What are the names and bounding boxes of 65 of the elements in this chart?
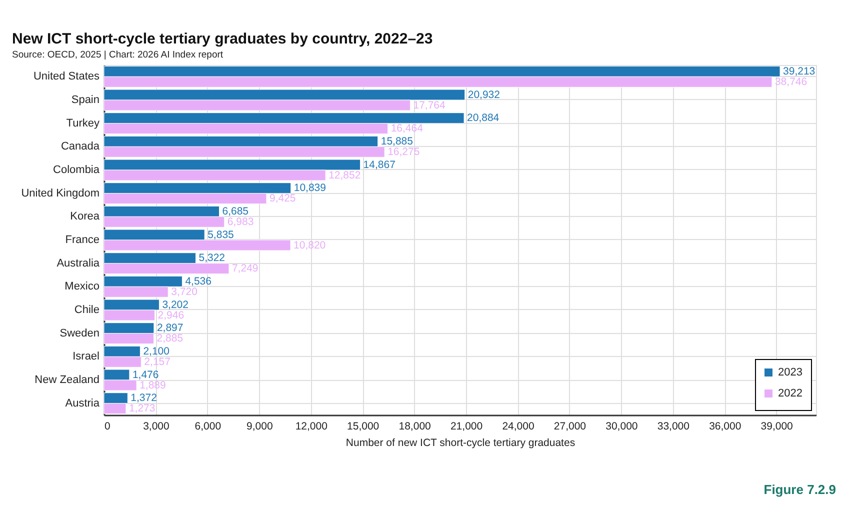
x-tick-label: 39,000 — [760, 420, 794, 432]
data-label: 2,100 — [143, 345, 170, 358]
y-tick-label: Mexico — [64, 280, 100, 293]
x-tick-label: 15,000 — [347, 420, 380, 432]
data-label: 20,884 — [467, 112, 500, 124]
caption: Figure 7.2.9 — [764, 482, 836, 497]
data-label: 6,685 — [222, 205, 249, 218]
chart-title: New ICT short-cycle tertiary graduates by country, 2022–23 — [12, 30, 433, 48]
data-label: 16,275 — [388, 146, 420, 158]
y-tick-label: Sweden — [60, 327, 100, 340]
data-label: 3,202 — [162, 298, 189, 311]
data-label: 6,983 — [227, 216, 254, 228]
data-label: 5,835 — [208, 228, 234, 241]
data-label: 2,946 — [158, 309, 184, 322]
data-label: 1,889 — [140, 379, 166, 392]
y-tick-label: New Zealand — [34, 374, 100, 386]
y-tick-label: Israel — [72, 350, 100, 363]
y-tick-label: Spain — [71, 94, 100, 106]
data-label: 12,852 — [328, 169, 361, 182]
x-tick-label: 12,000 — [295, 420, 328, 432]
data-label: 1,476 — [132, 368, 159, 381]
data-label: 14,867 — [363, 158, 396, 171]
y-tick-label: France — [65, 234, 100, 246]
y-tick-label: Australia — [56, 257, 100, 270]
x-tick-label: 24,000 — [502, 420, 534, 432]
data-label: 38,746 — [774, 76, 808, 88]
data-label: 2,897 — [156, 322, 184, 334]
data-label: 15,885 — [380, 135, 414, 148]
data-label: 2,157 — [144, 356, 171, 368]
x-tick-label: 9,000 — [246, 420, 273, 432]
data-label: 5,322 — [198, 252, 226, 264]
data-label: 1,372 — [130, 392, 158, 404]
x-tick-label: 0 — [104, 420, 110, 432]
data-label: 20,932 — [468, 88, 500, 101]
y-tick-label: United Kingdom — [21, 187, 100, 200]
data-label: 1,273 — [128, 402, 156, 415]
y-tick-label: Turkey — [66, 117, 100, 130]
source-note: Source: OECD, 2025 | Chart: 2026 AI Index report — [12, 50, 224, 60]
x-tick-label: 21,000 — [450, 420, 483, 432]
x-tick-label: 27,000 — [554, 420, 586, 432]
data-label: 3,720 — [171, 286, 198, 298]
data-label: 10,839 — [294, 182, 326, 194]
y-tick-label: Austria — [65, 397, 100, 410]
x-axis-title: Number of new ICT short-cycle tertiary graduates — [346, 437, 576, 449]
x-tick-label: 6,000 — [194, 420, 222, 432]
data-label: 17,764 — [413, 99, 446, 112]
data-label: 10,820 — [294, 239, 326, 252]
data-label: 4,536 — [185, 275, 212, 288]
y-tick-label: United States — [33, 70, 100, 83]
legend-label: 2022 — [778, 388, 802, 400]
x-tick-label: 33,000 — [657, 420, 690, 432]
data-label: 9,425 — [269, 192, 296, 205]
y-tick-label: Colombia — [53, 164, 100, 176]
x-tick-label: 3,000 — [143, 420, 170, 432]
data-label: 7,249 — [232, 262, 258, 275]
x-tick-label: 36,000 — [709, 420, 742, 432]
legend-label: 2023 — [778, 366, 802, 378]
y-tick-label: Chile — [74, 304, 100, 316]
y-tick-label: Korea — [70, 210, 100, 223]
data-label: 39,213 — [783, 65, 816, 78]
data-label: 16,464 — [390, 122, 424, 135]
y-tick-label: Canada — [60, 140, 100, 153]
x-tick-label: 30,000 — [606, 420, 638, 432]
x-tick-label: 18,000 — [398, 420, 432, 432]
data-label: 2,885 — [156, 332, 184, 345]
